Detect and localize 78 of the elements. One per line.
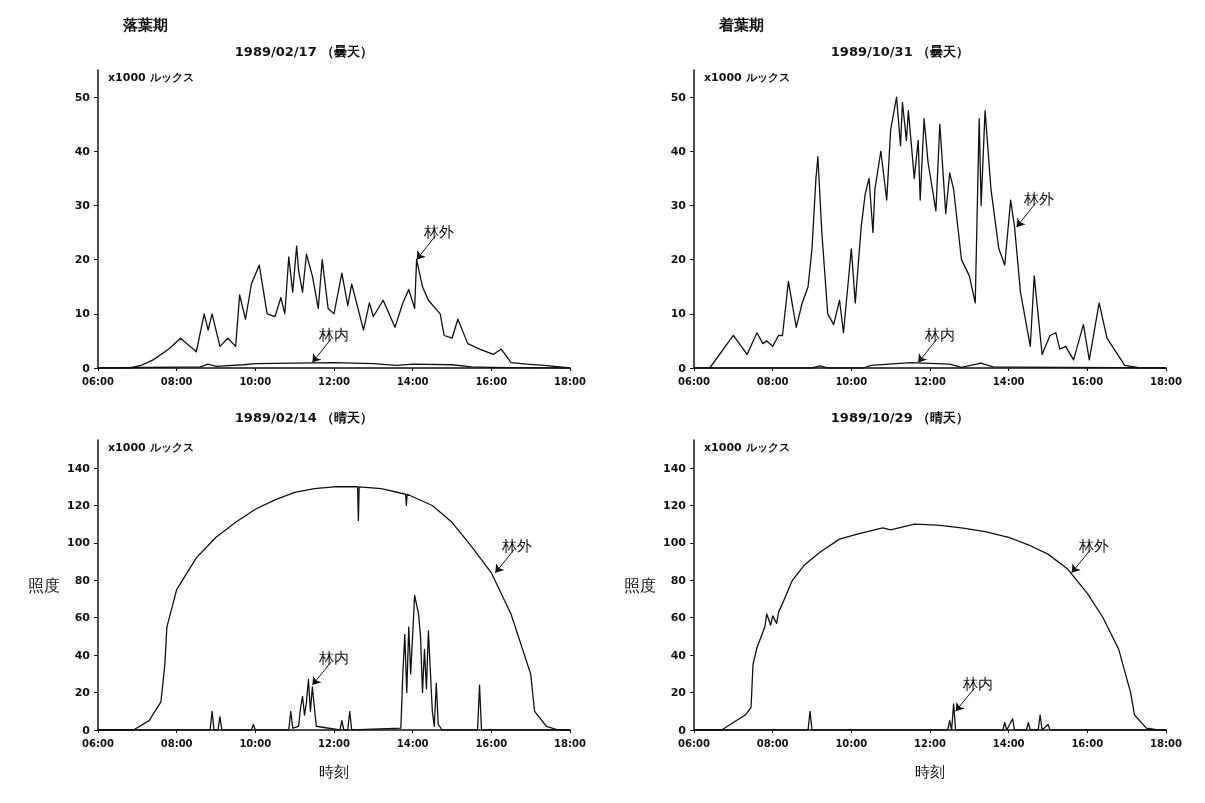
y-tick-label: 50 (670, 90, 687, 104)
x-tick-label: 08:00 (160, 375, 193, 387)
x-tick-label: 12:00 (318, 737, 350, 749)
annotation: x1000 ルックス (108, 71, 194, 84)
y-tick-label: 40 (670, 648, 687, 662)
x-tick-label: 16:00 (475, 737, 508, 749)
y-tick-label: 140 (663, 461, 687, 475)
x-tick-label: 18:00 (1150, 737, 1182, 749)
annotation: 林外 (501, 536, 533, 555)
y-tick-label: 30 (670, 198, 687, 212)
x-tick-label: 12:00 (914, 375, 946, 387)
y-tick-label: 100 (67, 536, 91, 550)
x-tick-label: 06:00 (82, 737, 114, 749)
y-tick-label: 0 (678, 723, 687, 737)
y-tick-label: 0 (82, 723, 91, 737)
annotation: 林内 (961, 675, 993, 694)
x-tick-label: 06:00 (678, 375, 710, 387)
x-tick-label: 14:00 (396, 737, 429, 749)
y-tick-label: 0 (82, 361, 91, 375)
y-axis-title: 照度 (624, 575, 656, 595)
annotation: 林外 (422, 222, 454, 241)
annotation: x1000 ルックス (108, 441, 194, 454)
x-tick-label: 08:00 (756, 737, 789, 749)
x-tick-label: 08:00 (160, 737, 193, 749)
y-tick-label: 80 (74, 573, 91, 587)
y-tick-label: 120 (67, 498, 91, 512)
y-tick-label: 30 (74, 198, 91, 212)
x-tick-label: 10:00 (835, 737, 868, 749)
annotation: 林外 (1022, 190, 1054, 209)
y-tick-label: 40 (74, 144, 91, 158)
y-tick-label: 20 (74, 253, 91, 267)
x-tick-label: 16:00 (1071, 375, 1104, 387)
chart-subtitle: 1989/02/17 （曇天） (234, 44, 374, 59)
y-tick-label: 20 (670, 686, 687, 700)
chart-title: 1989/10/29 （晴天） (830, 410, 970, 425)
x-tick-label: 16:00 (475, 375, 508, 387)
x-tick-label: 10:00 (239, 737, 272, 749)
y-tick-label: 100 (663, 536, 687, 550)
x-tick-label: 06:00 (82, 375, 114, 387)
annotation: 林内 (318, 325, 350, 344)
y-tick-label: 10 (74, 307, 91, 321)
y-tick-label: 10 (670, 307, 687, 321)
x-tick-label: 18:00 (554, 375, 586, 387)
y-tick-label: 40 (74, 648, 91, 662)
x-tick-label: 10:00 (835, 375, 868, 387)
y-tick-label: 80 (670, 573, 687, 587)
y-tick-label: 50 (74, 90, 91, 104)
x-tick-label: 14:00 (992, 737, 1025, 749)
y-tick-label: 0 (678, 361, 687, 375)
chart-title: 落葉期 (122, 15, 168, 34)
y-tick-label: 20 (670, 253, 687, 267)
x-tick-label: 14:00 (992, 375, 1025, 387)
x-tick-label: 12:00 (914, 737, 946, 749)
x-tick-label: 14:00 (396, 375, 429, 387)
annotation: 林内 (318, 649, 350, 668)
y-tick-label: 60 (74, 611, 91, 625)
x-tick-label: 18:00 (1150, 375, 1182, 387)
y-tick-label: 140 (67, 461, 91, 475)
chart-title: 1989/02/14 （晴天） (234, 410, 374, 425)
annotation: 林内 (924, 325, 956, 344)
chart-subtitle: 1989/10/31 （曇天） (830, 44, 970, 59)
x-tick-label: 16:00 (1071, 737, 1104, 749)
x-axis-title: 時刻 (319, 762, 349, 781)
chart-title: 着葉期 (718, 15, 764, 34)
x-tick-label: 10:00 (239, 375, 272, 387)
y-tick-label: 40 (670, 144, 687, 158)
x-tick-label: 12:00 (318, 375, 350, 387)
x-tick-label: 18:00 (554, 737, 586, 749)
x-axis-title: 時刻 (915, 762, 945, 781)
annotation: x1000 ルックス (704, 71, 790, 84)
annotation: 林外 (1077, 536, 1109, 555)
x-tick-label: 08:00 (756, 375, 789, 387)
y-tick-label: 60 (670, 611, 687, 625)
annotation: x1000 ルックス (704, 441, 790, 454)
x-tick-label: 06:00 (678, 737, 710, 749)
y-tick-label: 20 (74, 686, 91, 700)
y-tick-label: 120 (663, 498, 687, 512)
y-axis-title: 照度 (28, 575, 60, 595)
